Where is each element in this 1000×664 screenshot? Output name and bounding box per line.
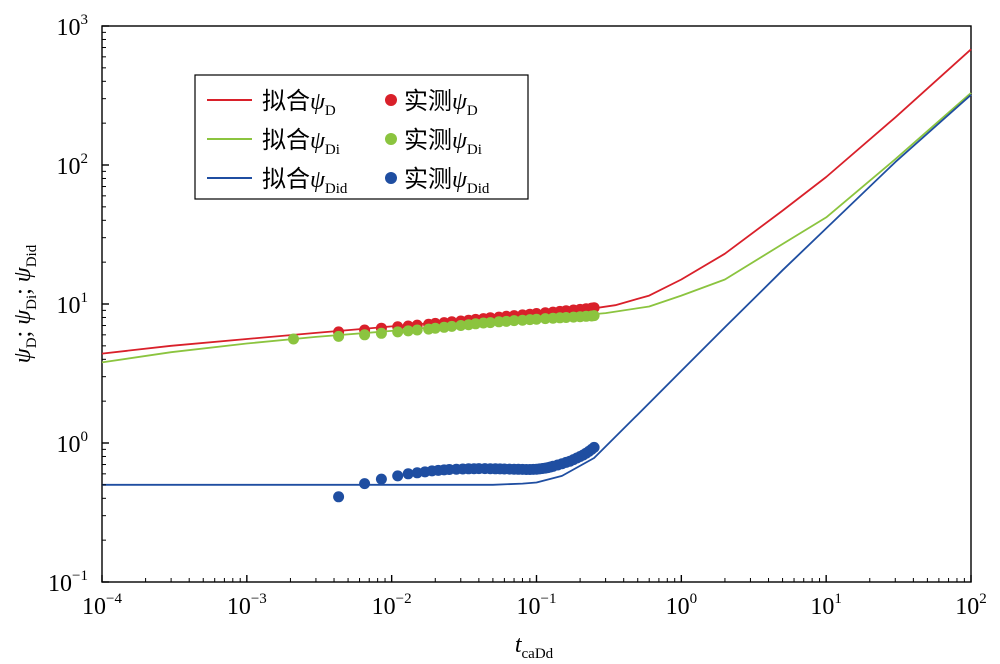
x-tick-label: 101 xyxy=(810,591,842,620)
measured-point-did xyxy=(392,470,404,482)
measured-point-di xyxy=(429,322,441,334)
x-tick-label: 10−1 xyxy=(517,591,557,620)
legend: 拟合ψD 实测ψD 拟合ψDi 实测ψDi 拟合ψDid 实测ψDid xyxy=(194,74,529,200)
legend-label-fit-psi-d: 拟合ψD xyxy=(262,88,336,119)
legend-label-fit-psi-did: 拟合ψDid xyxy=(262,166,348,197)
measured-point-di xyxy=(484,317,496,329)
measured-point-did xyxy=(333,491,345,503)
measured-point-di xyxy=(359,329,371,341)
y-axis-title: ψD; ψDi; ψDid xyxy=(10,244,40,363)
measured-point-di xyxy=(288,333,299,345)
x-tick-label: 10−3 xyxy=(227,591,267,620)
x-tick-label: 100 xyxy=(666,591,698,620)
legend-marker-measured-psi-did xyxy=(385,172,397,184)
series-layer xyxy=(101,48,972,503)
measured-point-di xyxy=(588,310,600,322)
legend-marker-measured-psi-di xyxy=(385,133,397,145)
measured-point-di xyxy=(411,324,423,336)
legend-label-measured-psi-di: 实测ψDi xyxy=(404,127,482,158)
fit-line-di xyxy=(101,92,972,364)
y-tick-label: 10−1 xyxy=(48,568,88,597)
x-tick-label: 102 xyxy=(955,591,987,620)
y-tick-label: 102 xyxy=(57,151,89,180)
x-axis-title: tcaDd xyxy=(515,632,554,662)
y-tick-label: 101 xyxy=(57,290,89,319)
measured-point-did xyxy=(402,468,414,480)
x-tick-label: 10−4 xyxy=(82,591,122,620)
y-axis-ticks: 10−1 100 101 102 103 xyxy=(48,12,109,597)
legend-label-measured-psi-d: 实测ψD xyxy=(404,88,478,119)
legend-label-fit-psi-di: 拟合ψDi xyxy=(262,127,340,158)
y-tick-label: 100 xyxy=(57,429,89,458)
measured-point-did xyxy=(359,478,371,490)
x-axis-ticks: 10−4 10−3 10−2 10−1 100 101 102 xyxy=(82,575,987,620)
measured-point-d xyxy=(588,302,600,314)
y-tick-label: 103 xyxy=(57,12,89,41)
measured-point-did xyxy=(588,441,600,453)
measured-point-di xyxy=(508,315,520,327)
measured-point-di xyxy=(446,320,458,332)
legend-marker-measured-psi-d xyxy=(385,94,397,106)
measured-point-di xyxy=(531,313,542,325)
measured-point-di xyxy=(375,327,387,339)
fit-line-did xyxy=(102,94,972,486)
measured-point-di xyxy=(333,330,345,342)
x-tick-label: 10−2 xyxy=(372,591,412,620)
measured-point-di xyxy=(402,325,414,337)
legend-label-measured-psi-did: 实测ψDid xyxy=(404,166,490,197)
measured-point-di xyxy=(392,326,404,338)
measured-point-did xyxy=(375,473,387,485)
